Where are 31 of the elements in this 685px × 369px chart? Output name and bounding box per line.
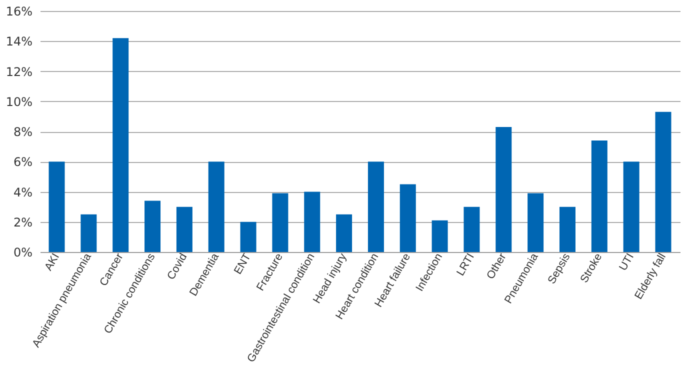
y-tick-label: 10% <box>6 94 32 109</box>
bar <box>432 220 448 252</box>
bar <box>559 206 576 252</box>
bar <box>48 162 65 252</box>
y-tick-label: 14% <box>6 34 32 49</box>
bar <box>272 193 288 252</box>
y-tick-label: 6% <box>13 155 32 170</box>
x-tick-label: UTI <box>617 252 637 273</box>
bar <box>112 38 129 252</box>
bar <box>208 162 224 252</box>
bar <box>176 206 192 252</box>
y-tick-label: 8% <box>13 125 32 139</box>
y-tick-label: 4% <box>13 185 32 200</box>
bar <box>528 193 544 252</box>
bar <box>591 140 608 252</box>
bar <box>400 184 416 252</box>
bar <box>336 214 352 252</box>
y-tick-label: 16% <box>6 4 32 18</box>
bar <box>623 162 640 252</box>
bar <box>240 222 256 252</box>
bar <box>304 192 320 252</box>
y-tick-label: 12% <box>6 64 32 79</box>
y-tick-label: 2% <box>13 215 32 230</box>
bar <box>368 162 384 252</box>
bar <box>80 214 97 252</box>
bar <box>464 206 480 252</box>
x-tick-label: AKI <box>42 252 62 273</box>
bar <box>496 126 512 252</box>
y-tick-label: 0% <box>13 246 32 260</box>
bar <box>144 200 161 252</box>
bar <box>655 112 672 252</box>
